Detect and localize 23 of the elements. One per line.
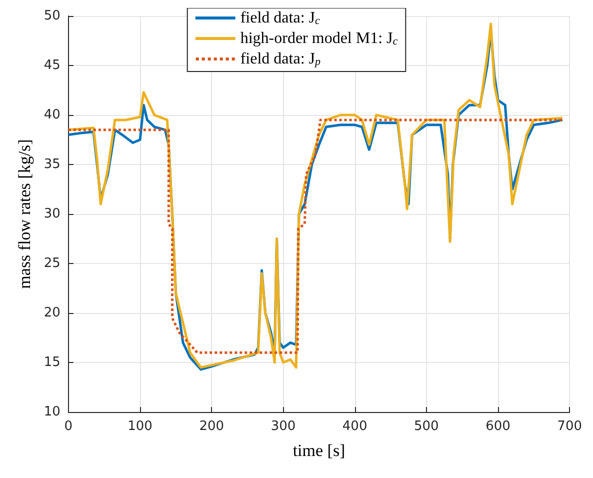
- y-tick-label: 15: [44, 355, 60, 370]
- x-tick-label: 400: [342, 419, 368, 434]
- legend-label: field data: Jc: [240, 10, 320, 27]
- y-tick-label: 40: [44, 108, 60, 122]
- x-tick-label: 300: [270, 419, 296, 434]
- legend-label: high-order model M1: Jc: [240, 30, 398, 48]
- line-series: [67, 118, 564, 354]
- y-tick-label: 25: [44, 256, 60, 271]
- y-tick-label: 35: [44, 157, 60, 172]
- y-axis-title: mass flow rates [kg/s]: [15, 139, 34, 289]
- x-tick-label: 600: [486, 419, 510, 434]
- y-tick-label: 20: [44, 306, 60, 320]
- x-tick-label: 500: [414, 419, 439, 434]
- x-tick-label: 100: [128, 419, 152, 434]
- y-tick-label: 50: [44, 8, 60, 24]
- x-tick-label: 0: [64, 419, 73, 434]
- y-tick-label: 30: [44, 206, 60, 222]
- x-tick-label: 700: [557, 419, 582, 434]
- x-axis-title: time [s]: [292, 441, 346, 460]
- y-tick-label: 45: [44, 58, 60, 73]
- y-tick-label: 10: [44, 404, 60, 420]
- x-tick-label: 200: [199, 419, 224, 434]
- legend-label: field data: Jp: [240, 50, 321, 68]
